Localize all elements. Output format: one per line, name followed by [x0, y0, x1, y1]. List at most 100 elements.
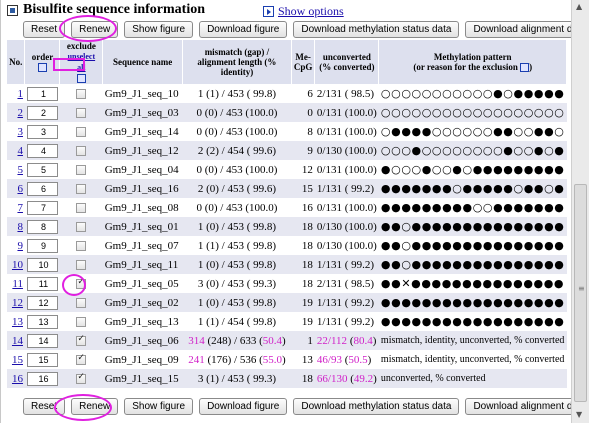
- order-input[interactable]: 8: [26, 219, 58, 234]
- row-number-link[interactable]: 14: [11, 334, 23, 347]
- exclude-checkbox[interactable]: [76, 317, 87, 328]
- exclude-checkbox[interactable]: [76, 127, 87, 138]
- scroll-up-icon[interactable]: ▲: [576, 2, 583, 11]
- row-number-link[interactable]: 12: [11, 296, 23, 309]
- highlight-box-unselect-all: [53, 58, 85, 71]
- order-input[interactable]: 1: [26, 86, 58, 101]
- exclude-checkbox[interactable]: [76, 89, 87, 100]
- row-number-link[interactable]: 5: [17, 163, 23, 176]
- exclude-checkbox[interactable]: [76, 184, 87, 195]
- download-methylation-status-button[interactable]: Download methylation status data: [293, 21, 460, 38]
- order-input[interactable]: 5: [26, 162, 58, 177]
- exclude-checkbox[interactable]: [76, 146, 87, 157]
- exclude-checkbox[interactable]: [76, 298, 87, 309]
- order-input[interactable]: 16: [26, 371, 58, 386]
- mismatch-value: 1 (0) / 453 ( 99.8): [197, 296, 277, 309]
- row-exclude-cell: [59, 122, 103, 142]
- row-exclude-cell: [59, 274, 103, 294]
- exclude-checkbox[interactable]: [76, 108, 87, 119]
- sequence-name: Gm9_J1_seq_04: [102, 160, 183, 180]
- scrollbar-thumb[interactable]: [574, 184, 587, 402]
- row-number-link[interactable]: 1: [17, 87, 23, 100]
- exclude-checkbox[interactable]: [76, 241, 87, 252]
- order-input[interactable]: 9: [26, 238, 58, 253]
- order-input[interactable]: 13: [26, 314, 58, 329]
- download-figure-button[interactable]: Download figure: [199, 21, 288, 38]
- order-input[interactable]: 12: [26, 295, 58, 310]
- reset-button-bottom[interactable]: Reset: [23, 398, 66, 415]
- sequence-name: Gm9_J1_seq_02: [102, 293, 183, 313]
- order-input[interactable]: 6: [26, 181, 58, 196]
- row-number: 13: [7, 312, 25, 332]
- exclude-checkbox[interactable]: [76, 372, 87, 385]
- row-number-link[interactable]: 6: [17, 182, 23, 195]
- section-toggle-icon[interactable]: [7, 4, 18, 16]
- row-number-link[interactable]: 15: [11, 353, 23, 366]
- row-number-link[interactable]: 13: [11, 315, 23, 328]
- mismatch-count: 241: [188, 353, 205, 366]
- show-figure-button-bottom[interactable]: Show figure: [124, 398, 194, 415]
- download-figure-button-bottom[interactable]: Download figure: [199, 398, 288, 415]
- vertical-scrollbar[interactable]: ▲ ≡ ▼: [571, 0, 589, 423]
- mismatch-cell: 1 (0) / 453 ( 99.8): [182, 255, 292, 275]
- order-sort-icon[interactable]: [37, 63, 47, 73]
- row-exclude-cell: [59, 217, 103, 237]
- row-order-cell: 7: [24, 198, 60, 218]
- mecpg-value: 0: [291, 103, 315, 123]
- show-options[interactable]: Show options: [263, 4, 344, 19]
- mecpg-value: 19: [291, 293, 315, 313]
- exclude-checkbox[interactable]: [76, 222, 87, 233]
- row-number-link[interactable]: 16: [11, 372, 23, 385]
- sequence-name: Gm9_J1_seq_11: [102, 255, 183, 275]
- row-number-link[interactable]: 3: [17, 125, 23, 138]
- exclusion-reason: unconverted, % converted: [378, 369, 567, 389]
- row-number-link[interactable]: 9: [17, 239, 23, 252]
- row-number-link[interactable]: 4: [17, 144, 23, 157]
- show-figure-button[interactable]: Show figure: [124, 21, 194, 38]
- mismatch-cell: 241 (176) / 536 (55.0): [182, 350, 292, 370]
- table-row: 6 6 Gm9_J1_seq_16 2 (0) / 453 ( 99.6) 15 1/13…: [7, 179, 567, 199]
- sequence-name: Gm9_J1_seq_08: [102, 198, 183, 218]
- exclude-checkbox[interactable]: [76, 334, 87, 347]
- scroll-down-icon[interactable]: ▼: [576, 410, 583, 419]
- section-header: Bisulfite sequence information: [7, 2, 205, 18]
- row-order-cell: 16: [24, 369, 60, 389]
- row-number-link[interactable]: 10: [11, 258, 23, 271]
- order-input[interactable]: 2: [26, 105, 58, 120]
- exclude-checkbox[interactable]: [76, 203, 87, 214]
- unselect-all-link[interactable]: unselect all: [67, 52, 96, 72]
- row-number-link[interactable]: 7: [17, 201, 23, 214]
- help-icon[interactable]: [520, 63, 530, 73]
- order-input[interactable]: 15: [26, 352, 58, 367]
- exclude-checkbox[interactable]: [76, 353, 87, 366]
- reset-button[interactable]: Reset: [23, 21, 66, 38]
- row-number: 1: [7, 84, 25, 104]
- exclude-checkbox[interactable]: [76, 165, 87, 176]
- scroll-grip-icon: ≡: [578, 284, 585, 293]
- order-input[interactable]: 14: [26, 333, 58, 348]
- download-alignment-button-bottom[interactable]: Download alignment data: [465, 398, 589, 415]
- row-exclude-cell: [59, 179, 103, 199]
- renew-button-bottom[interactable]: Renew: [71, 398, 119, 415]
- row-number-link[interactable]: 11: [12, 277, 23, 290]
- row-number-link[interactable]: 2: [17, 106, 23, 119]
- download-alignment-button[interactable]: Download alignment data: [465, 21, 589, 38]
- mecpg-value: 18: [291, 255, 315, 275]
- row-exclude-cell: [59, 236, 103, 256]
- identity-value: 50.4: [262, 334, 282, 347]
- exclude-sort-icon[interactable]: [76, 74, 86, 84]
- row-number-link[interactable]: 8: [17, 220, 23, 233]
- order-input[interactable]: 4: [26, 143, 58, 158]
- methylation-pattern: ●●●●●●●●●●●●●●●●●●: [378, 312, 567, 332]
- order-input[interactable]: 10: [26, 257, 58, 272]
- order-input[interactable]: 7: [26, 200, 58, 215]
- order-input[interactable]: 11: [26, 276, 58, 291]
- renew-button[interactable]: Renew: [71, 21, 119, 38]
- exclude-checkbox[interactable]: [76, 260, 87, 271]
- show-options-link[interactable]: Show options: [278, 4, 344, 18]
- order-input[interactable]: 3: [26, 124, 58, 139]
- download-methylation-status-button-bottom[interactable]: Download methylation status data: [293, 398, 460, 415]
- mismatch-cell: 2 (0) / 453 ( 99.6): [182, 179, 292, 199]
- exclude-checkbox[interactable]: [76, 277, 87, 290]
